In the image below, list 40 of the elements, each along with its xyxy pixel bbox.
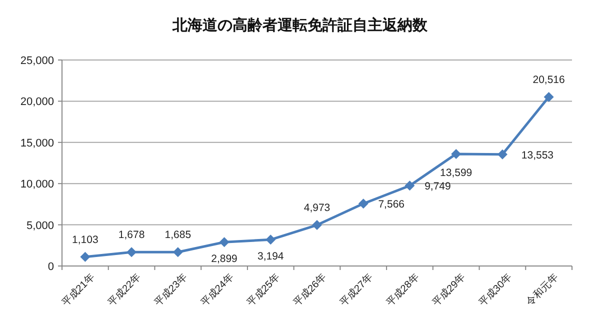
point [544, 92, 554, 102]
point [497, 149, 508, 160]
x-tick-label: 平成24年 [198, 271, 236, 309]
point [358, 198, 368, 209]
x-tick-label: 平成25年 [244, 271, 282, 309]
point [80, 252, 90, 262]
y-tick-label: 0 [48, 261, 54, 273]
y-tick-label: 10,000 [20, 178, 54, 191]
data-label: 7,566 [378, 198, 405, 211]
x-tick-label: 平成27年 [338, 271, 376, 309]
data-label: 4,973 [304, 202, 330, 214]
point [312, 220, 322, 230]
y-tick-label: 25,000 [20, 55, 54, 67]
chart-title: 北海道の高齢者運転免許証自主返納数 [172, 16, 428, 34]
point [404, 180, 415, 191]
y-tick-label: 5,000 [26, 220, 54, 232]
data-label: 1,103 [72, 234, 98, 246]
point [266, 234, 276, 245]
x-tick-label: 令和元年 [524, 271, 561, 308]
data-label: 13,553 [521, 149, 554, 162]
data-label: 3,194 [257, 250, 284, 263]
x-tick-label: 平成29年 [430, 271, 468, 309]
x-tick-label: 平成28年 [384, 271, 422, 309]
data-label: 2,899 [211, 253, 238, 266]
point [451, 148, 462, 159]
y-tick-label: 15,000 [20, 137, 54, 150]
x-tick-label: 平成26年 [291, 271, 329, 309]
x-tick-label: 平成22年 [106, 271, 144, 309]
data-label: 1,685 [164, 229, 192, 242]
data-label: 20,516 [532, 74, 566, 86]
data-label: 13,599 [440, 166, 472, 179]
point [126, 247, 137, 258]
point [172, 247, 183, 258]
data-label: 9,749 [424, 180, 452, 193]
y-tick-label: 20,000 [20, 96, 54, 108]
x-tick-label: 平成21年 [59, 271, 97, 309]
x-tick-label: 平成23年 [152, 271, 190, 309]
data-label: 1,678 [118, 229, 145, 242]
x-tick-label: 平成30年 [476, 271, 514, 309]
point [219, 237, 230, 248]
